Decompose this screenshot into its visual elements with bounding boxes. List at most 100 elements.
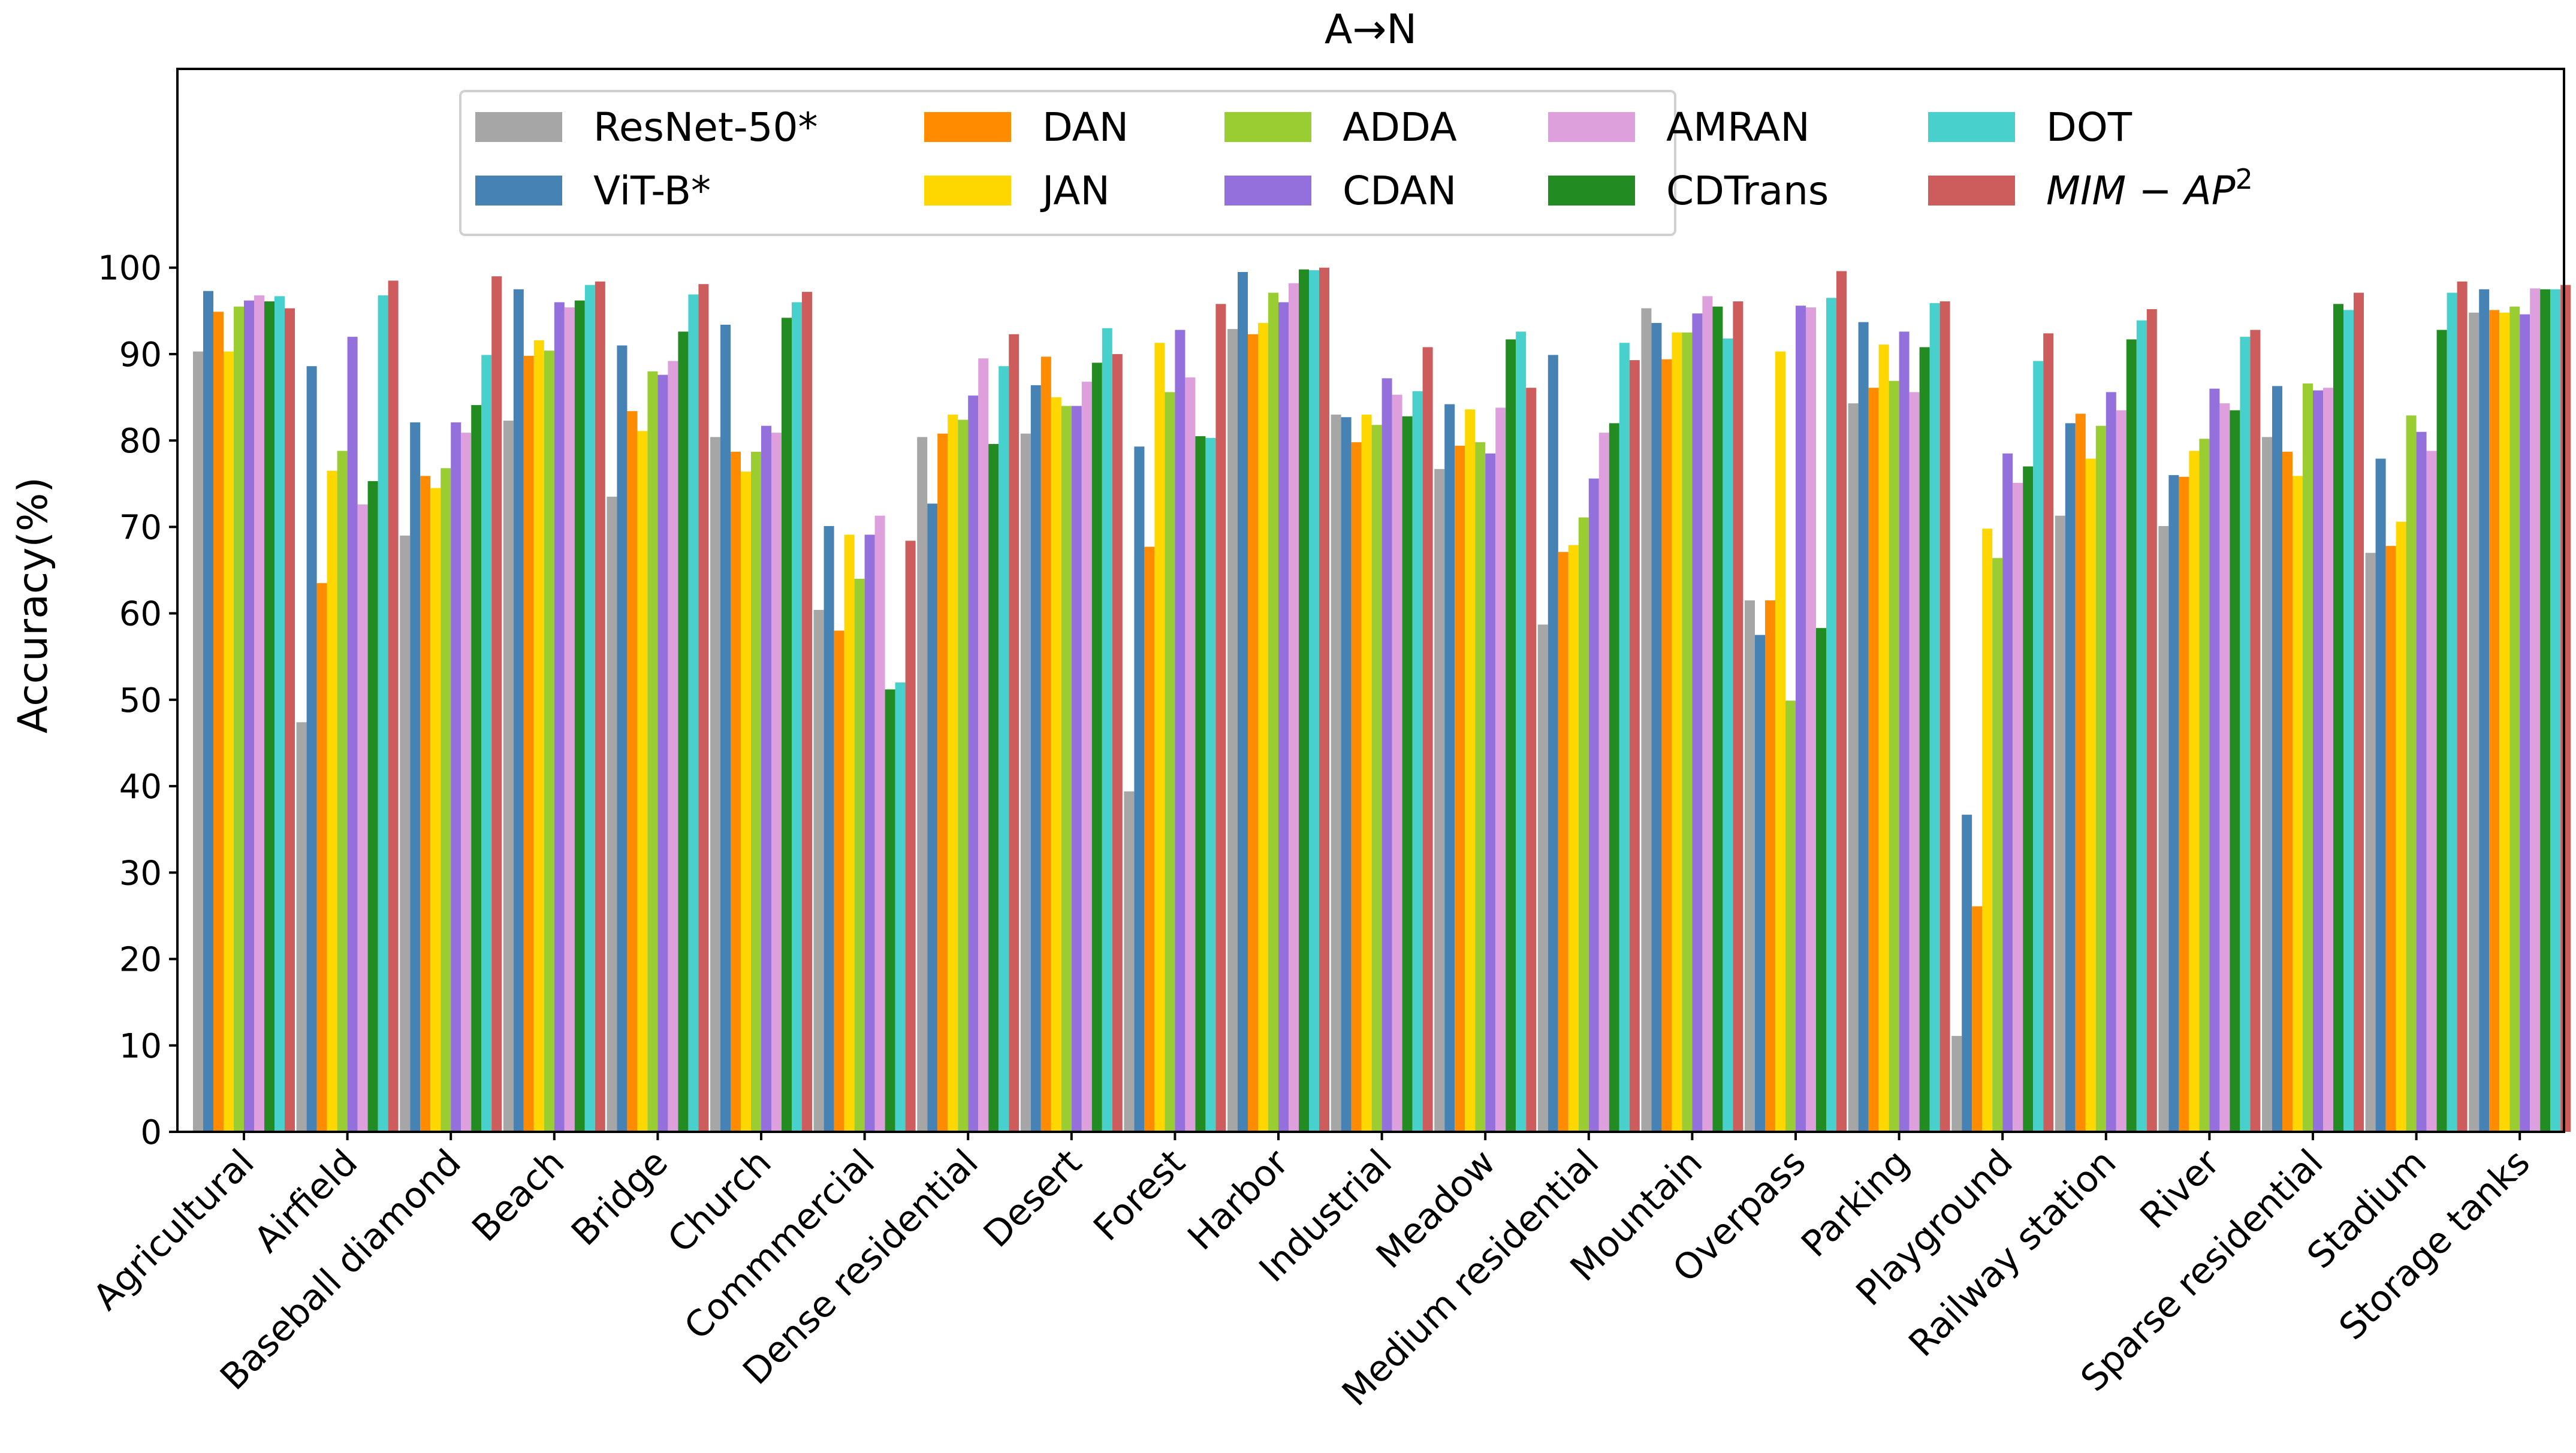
bar-dan-mountain: [1661, 359, 1672, 1132]
bar-dot-medium-residential: [1619, 343, 1630, 1132]
bar-cdtrans-desert: [1091, 363, 1102, 1132]
bar-resnet-50-storage-tanks: [2469, 312, 2480, 1132]
bar-dot-commmercial: [895, 682, 906, 1132]
bar-cdan-overpass: [1796, 306, 1806, 1132]
bar-vit-b-beach: [513, 289, 524, 1132]
bar-vit-b-harbor: [1238, 271, 1248, 1132]
bar-jan-meadow: [1465, 409, 1476, 1132]
bar-jan-parking: [1878, 345, 1889, 1132]
legend-label-cdtrans: CDTrans: [1666, 168, 1829, 214]
bar-cdan-agricultural: [244, 300, 254, 1132]
bar-resnet-50-railway-station: [2055, 515, 2065, 1132]
bar-resnet-50-bridge: [607, 496, 617, 1132]
bar-mim-ap2-sparse-residential: [2354, 292, 2364, 1132]
bar-adda-commmercial: [854, 578, 865, 1132]
legend-label-vit-b: ViT-B*: [593, 168, 711, 214]
bar-amran-commmercial: [874, 515, 885, 1132]
bar-amran-stadium: [2426, 451, 2437, 1132]
bar-vit-b-railway-station: [2065, 423, 2076, 1132]
bar-mim-ap2-meadow: [1526, 388, 1537, 1132]
legend-swatch-mim-ap2: [1928, 176, 2015, 206]
bar-adda-river: [2199, 439, 2210, 1132]
legend-label-cdan: CDAN: [1343, 168, 1456, 214]
bar-amran-desert: [1081, 382, 1092, 1132]
legend-swatch-vit-b: [475, 176, 562, 206]
bar-resnet-50-commmercial: [813, 609, 824, 1132]
bar-dan-beach: [523, 355, 534, 1132]
bar-jan-dense-residential: [948, 414, 958, 1132]
bar-jan-agricultural: [224, 351, 234, 1132]
legend-swatch-dan: [924, 112, 1011, 142]
bar-dot-beach: [584, 285, 595, 1132]
bar-amran-storage-tanks: [2530, 288, 2541, 1132]
bar-cdtrans-meadow: [1506, 339, 1516, 1132]
y-tick-label: 0: [140, 1113, 162, 1152]
bar-cdan-playground: [2002, 453, 2013, 1132]
bar-amran-bridge: [668, 361, 678, 1132]
bar-dot-dense-residential: [999, 366, 1009, 1132]
bar-adda-medium-residential: [1578, 517, 1589, 1132]
legend-swatch-cdan: [1224, 176, 1311, 206]
bar-mim-ap2-bridge: [698, 284, 709, 1132]
y-tick-label: 70: [119, 508, 162, 547]
bar-dot-mountain: [1723, 338, 1733, 1132]
bar-vit-b-meadow: [1444, 404, 1455, 1132]
bar-cdtrans-agricultural: [264, 301, 275, 1132]
bar-amran-river: [2219, 403, 2230, 1132]
bar-dan-baseball-diamond: [420, 476, 431, 1132]
bar-amran-dense-residential: [978, 358, 989, 1132]
bar-mim-ap2-medium-residential: [1629, 360, 1640, 1132]
y-axis: 0 10 20 30 40 50 60 70 80 90 100: [98, 249, 177, 1152]
bar-amran-forest: [1185, 377, 1196, 1132]
bar-resnet-50-dense-residential: [917, 437, 928, 1132]
bar-adda-meadow: [1475, 442, 1486, 1132]
bar-amran-overpass: [1806, 307, 1816, 1132]
bar-dot-railway-station: [2136, 320, 2147, 1132]
bar-mim-ap2-railway-station: [2146, 309, 2157, 1132]
bar-cdtrans-church: [782, 318, 792, 1132]
bar-mim-ap2-mountain: [1733, 301, 1744, 1132]
bar-adda-mountain: [1682, 332, 1693, 1132]
bar-cdan-commmercial: [864, 534, 875, 1132]
legend-label-dan: DAN: [1042, 104, 1129, 150]
bar-mim-ap2-church: [802, 292, 812, 1132]
bar-adda-overpass: [1785, 700, 1796, 1132]
bar-resnet-50-playground: [1951, 1035, 1962, 1132]
bar-dot-sparse-residential: [2343, 310, 2354, 1132]
bar-resnet-50-beach: [503, 421, 514, 1132]
bar-vit-b-forest: [1134, 446, 1145, 1132]
plot-frame: [176, 68, 2565, 1133]
y-tick-label: 10: [119, 1027, 162, 1066]
bar-amran-harbor: [1289, 283, 1299, 1132]
bar-vit-b-desert: [1030, 385, 1041, 1132]
bar-cdtrans-overpass: [1816, 628, 1826, 1132]
bar-adda-desert: [1061, 406, 1072, 1132]
legend-swatch-resnet-50: [475, 112, 562, 142]
bar-dan-parking: [1868, 388, 1879, 1132]
bar-vit-b-parking: [1858, 322, 1869, 1132]
bar-dan-medium-residential: [1558, 552, 1568, 1132]
bar-dot-overpass: [1826, 298, 1836, 1132]
bar-cdan-stadium: [2416, 431, 2427, 1132]
y-tick-label: 100: [98, 249, 162, 288]
bar-cdan-church: [761, 425, 771, 1132]
bar-jan-beach: [533, 340, 544, 1132]
bar-dan-forest: [1144, 546, 1155, 1132]
bar-cdtrans-mountain: [1712, 306, 1723, 1132]
bar-cdan-desert: [1071, 406, 1082, 1132]
bar-vit-b-industrial: [1341, 417, 1352, 1132]
bar-dan-meadow: [1455, 445, 1465, 1132]
bar-dan-church: [731, 451, 741, 1132]
bar-dan-playground: [1972, 906, 1983, 1132]
legend-label-dot: DOT: [2046, 104, 2132, 150]
bar-dan-industrial: [1351, 442, 1362, 1132]
bar-cdtrans-sparse-residential: [2333, 304, 2343, 1132]
bar-resnet-50-parking: [1848, 403, 1859, 1132]
bar-jan-bridge: [637, 431, 648, 1132]
bar-cdtrans-parking: [1919, 347, 1930, 1132]
bar-dot-stadium: [2447, 292, 2457, 1132]
bar-cdan-bridge: [657, 374, 668, 1132]
bar-cdtrans-stadium: [2436, 330, 2447, 1132]
bar-dan-stadium: [2385, 546, 2396, 1132]
